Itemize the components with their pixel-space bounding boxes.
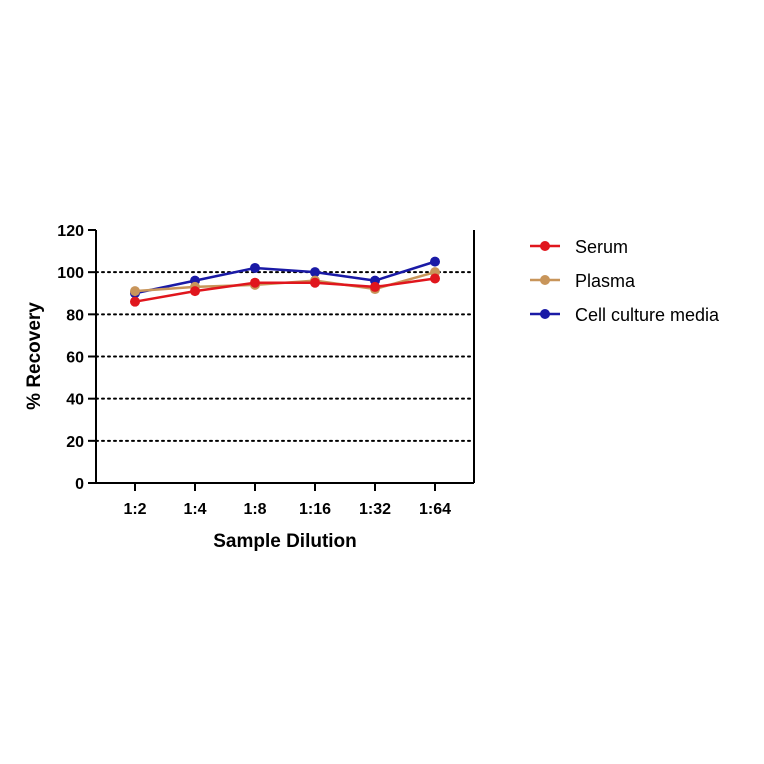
data-point-serum — [250, 277, 260, 288]
series-line-cell-culture-media — [134, 260, 436, 295]
legend-marker-plasma — [540, 275, 550, 285]
y-axis-title: % Recovery — [24, 302, 45, 410]
x-tick-label: 1:64 — [419, 501, 451, 518]
x-tick-label: 1:32 — [359, 501, 391, 518]
y-tick-label: 20 — [66, 434, 84, 451]
y-tick-label: 100 — [57, 265, 84, 282]
legend-marker-serum — [540, 241, 550, 251]
y-tick-label: 80 — [66, 307, 84, 324]
data-point-cell-culture-media — [430, 256, 440, 267]
data-point-serum — [310, 277, 320, 288]
data-point-cell-culture-media — [310, 267, 320, 278]
y-tick-label: 40 — [66, 392, 84, 409]
x-tick-label: 1:8 — [243, 501, 266, 518]
x-tick-label: 1:2 — [123, 501, 146, 518]
legend-label-cell-culture-media: Cell culture media — [575, 305, 720, 325]
x-axis-title: Sample Dilution — [213, 531, 357, 552]
y-tick-label: 0 — [75, 476, 84, 493]
y-tick-label: 60 — [66, 350, 84, 367]
data-point-serum — [370, 281, 380, 292]
x-tick-label: 1:4 — [183, 501, 206, 518]
data-point-plasma — [130, 286, 140, 297]
data-point-serum — [190, 286, 200, 297]
series — [130, 256, 440, 307]
y-tick-label: 120 — [57, 223, 84, 240]
legend-label-plasma: Plasma — [575, 271, 636, 291]
x-tick-label: 1:16 — [299, 501, 331, 518]
data-point-serum — [430, 273, 440, 284]
legend-marker-cell-culture-media — [540, 309, 550, 319]
data-point-serum — [130, 296, 140, 307]
data-point-cell-culture-media — [250, 262, 260, 273]
legend-label-serum: Serum — [575, 237, 628, 257]
y-ticks: 0 20 40 60 80 100 120 — [57, 223, 96, 493]
series-line-serum — [134, 277, 436, 303]
grid-lines — [95, 271, 475, 442]
x-ticks: 1:2 1:4 1:8 1:16 1:32 1:64 — [123, 483, 451, 518]
legend: Serum Plasma Cell culture media — [530, 237, 720, 325]
